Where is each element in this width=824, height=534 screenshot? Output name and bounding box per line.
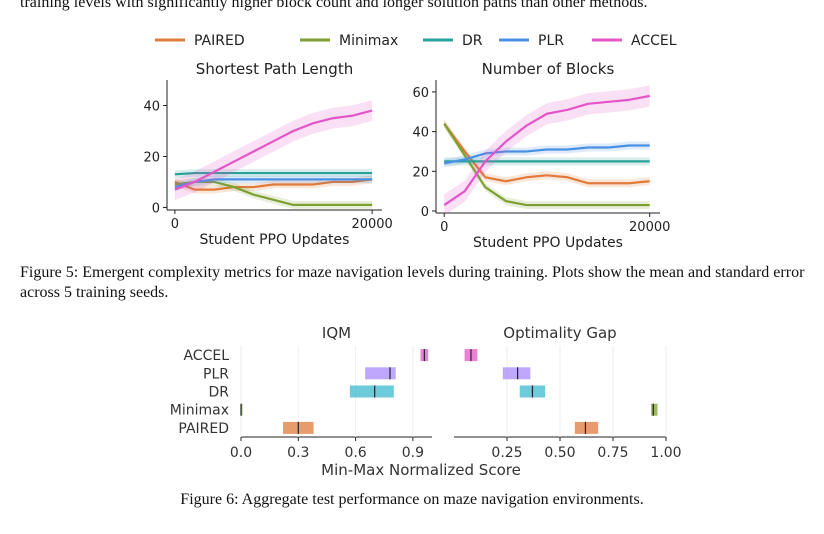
legend-label-plr: PLR xyxy=(538,33,564,49)
chart2-x-tick-label: 20000 xyxy=(629,220,670,235)
chart3-interval-dr xyxy=(349,385,394,398)
chart4-title: Optimality Gap xyxy=(503,324,616,342)
chart4-x-tick-label: 0.25 xyxy=(491,445,522,461)
chart3-interval-minimax xyxy=(241,403,243,416)
chart4-interval-minimax xyxy=(651,403,658,416)
chart2-y-tick-label: 40 xyxy=(412,126,429,141)
chart2-x-tick-label: 0 xyxy=(440,220,448,235)
chart3-x-label: Min-Max Normalized Score xyxy=(321,461,521,479)
legend-label-minimax: Minimax xyxy=(339,33,398,49)
chart1-series-plr xyxy=(174,178,373,189)
chart4-interval-plr xyxy=(502,367,531,380)
chart1-band-accel xyxy=(174,100,373,201)
chart3-category-dr: DR xyxy=(208,385,229,401)
chart3-x-tick-label: 0.3 xyxy=(287,445,309,461)
chart3-category-paired: PAIRED xyxy=(178,421,229,437)
chart2-band-accel xyxy=(444,85,650,216)
chart1-band-minimax xyxy=(174,178,373,209)
chart2-series-accel xyxy=(443,94,650,206)
chart1-y-tick-label: 40 xyxy=(143,99,160,114)
chart1-series-paired xyxy=(174,178,373,191)
chart3-category-plr: PLR xyxy=(203,366,229,382)
chart2-band-paired xyxy=(444,119,650,188)
chart4-x-tick-label: 0.50 xyxy=(544,445,575,461)
chart1-y-tick-label: 0 xyxy=(152,201,160,216)
figure-5-caption: Figure 5: Emergent complexity metrics fo… xyxy=(20,264,805,301)
chart2-series-paired xyxy=(443,123,650,185)
chart3-x-tick-label: 0.9 xyxy=(402,445,424,461)
chart1-x-tick-label: 20000 xyxy=(351,217,392,232)
chart1-series-dr xyxy=(174,171,373,176)
top-text-line: training levels with significantly highe… xyxy=(20,0,648,11)
chart3-x-tick-label: 0.0 xyxy=(230,445,252,461)
chart1-series-accel xyxy=(174,109,373,191)
chart2-series-plr xyxy=(444,144,650,165)
chart1-x-tick-label: 0 xyxy=(171,217,179,232)
legend-label-dr: DR xyxy=(462,33,483,49)
chart4-x-tick-label: 1.00 xyxy=(650,445,681,461)
chart1-title: Shortest Path Length xyxy=(196,60,353,78)
legend-label-accel: ACCEL xyxy=(631,33,677,49)
chart2-y-tick-label: 20 xyxy=(412,165,429,180)
chart3-x-tick-label: 0.6 xyxy=(344,445,366,461)
chart3-category-minimax: Minimax xyxy=(170,403,229,419)
chart-legend: PAIRED Minimax DR PLR ACCEL xyxy=(155,33,677,49)
chart2-y-tick-label: 60 xyxy=(412,86,429,101)
legend-label-paired: PAIRED xyxy=(194,33,245,49)
chart4-interval-paired xyxy=(574,421,599,434)
figure-6-caption: Figure 6: Aggregate test performance on … xyxy=(180,491,644,508)
chart4-x-tick-label: 0.75 xyxy=(597,445,628,461)
chart2-series-minimax xyxy=(443,123,650,207)
chart2-title: Number of Blocks xyxy=(482,60,615,78)
figure-6-charts: IQM 0.0 0.3 0.6 0.9 ACCEL PLR DR Minimax PAIRED Op… xyxy=(170,324,682,479)
chart1-y-tick-label: 20 xyxy=(143,150,160,165)
chart2-y-tick-label: 0 xyxy=(421,205,429,220)
chart1-series-minimax xyxy=(174,180,373,207)
chart2-x-label: Student PPO Updates xyxy=(473,235,623,251)
chart3-title: IQM xyxy=(322,324,351,342)
chart1-x-label: Student PPO Updates xyxy=(200,232,350,248)
chart3-category-accel: ACCEL xyxy=(183,348,229,364)
chart3-interval-plr xyxy=(365,367,396,380)
